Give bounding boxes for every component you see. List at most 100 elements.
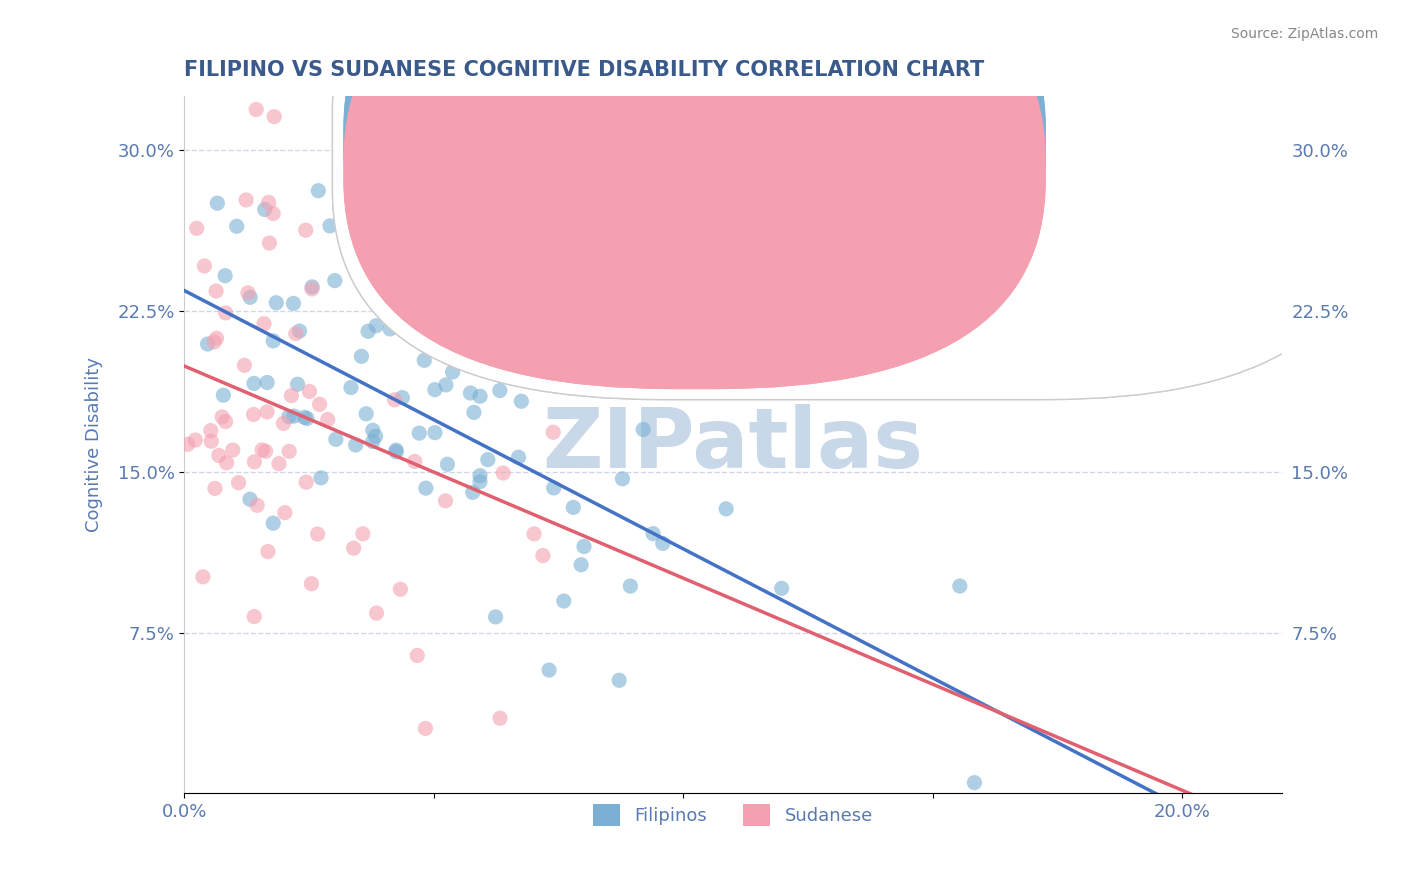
Point	[284, 326, 307, 341]
Point	[254, 444, 277, 458]
Point	[651, 536, 673, 550]
Point	[294, 223, 316, 237]
Point	[553, 594, 575, 608]
Point	[436, 458, 458, 472]
Point	[488, 384, 510, 398]
Point	[391, 258, 413, 272]
Point	[246, 498, 269, 512]
Point	[301, 280, 323, 294]
Point	[543, 481, 565, 495]
Point	[262, 206, 284, 220]
Point	[307, 184, 329, 198]
Point	[385, 443, 408, 458]
Point	[607, 673, 630, 688]
Point	[205, 284, 228, 298]
Point	[200, 424, 222, 438]
Point	[413, 286, 436, 301]
Point	[211, 409, 233, 424]
Point	[389, 582, 412, 597]
Point	[215, 456, 238, 470]
Point	[468, 389, 491, 403]
Point	[531, 549, 554, 563]
Point	[510, 394, 533, 409]
Point	[368, 287, 391, 301]
Point	[492, 466, 515, 480]
Point	[340, 380, 363, 394]
Point	[250, 442, 273, 457]
Point	[207, 196, 229, 211]
Point	[204, 482, 226, 496]
Point	[280, 389, 302, 403]
Point	[562, 500, 585, 515]
FancyBboxPatch shape	[343, 0, 1046, 358]
Point	[391, 391, 413, 405]
Point	[463, 405, 485, 419]
Point	[384, 392, 406, 407]
Point	[468, 475, 491, 489]
Text: R =  0.083   N = 67: R = 0.083 N = 67	[733, 161, 910, 178]
Point	[243, 455, 266, 469]
Point	[245, 103, 267, 117]
Point	[283, 296, 305, 310]
Point	[208, 449, 231, 463]
Point	[484, 610, 506, 624]
Point	[461, 485, 484, 500]
Point	[538, 663, 561, 677]
Point	[477, 452, 499, 467]
Point	[197, 337, 219, 351]
Point	[215, 306, 238, 320]
Point	[253, 202, 276, 217]
Point	[350, 349, 373, 363]
Point	[357, 324, 380, 338]
Point	[256, 376, 278, 390]
Point	[242, 408, 264, 422]
Point	[344, 438, 367, 452]
Point	[283, 409, 305, 424]
Point	[212, 388, 235, 402]
Point	[278, 444, 301, 458]
Point	[415, 722, 437, 736]
Point	[415, 339, 437, 353]
Point	[468, 468, 491, 483]
Point	[309, 471, 332, 485]
Point	[434, 378, 457, 392]
Point	[508, 450, 530, 465]
FancyBboxPatch shape	[332, 0, 1375, 400]
Point	[381, 238, 404, 252]
Point	[233, 359, 256, 373]
Point	[267, 457, 290, 471]
Point	[352, 526, 374, 541]
Point	[295, 475, 318, 490]
Point	[200, 434, 222, 449]
Point	[239, 290, 262, 304]
Point	[378, 322, 401, 336]
Point	[489, 711, 512, 725]
Point	[236, 285, 259, 300]
Point	[243, 609, 266, 624]
Point	[423, 425, 446, 440]
Point	[287, 377, 309, 392]
Point	[264, 295, 287, 310]
Point	[415, 481, 437, 495]
Point	[316, 412, 339, 426]
Point	[214, 415, 236, 429]
Point	[423, 383, 446, 397]
Point	[460, 386, 482, 401]
Point	[612, 472, 634, 486]
Point	[262, 516, 284, 531]
Point	[214, 268, 236, 283]
Point	[641, 526, 664, 541]
Point	[436, 346, 458, 360]
Point	[257, 544, 280, 558]
Point	[385, 444, 408, 458]
Point	[298, 384, 321, 399]
Point	[381, 225, 404, 239]
Point	[193, 259, 215, 273]
Text: ZIPatlas: ZIPatlas	[543, 404, 924, 485]
Point	[550, 365, 572, 379]
Point	[319, 219, 342, 233]
Point	[307, 527, 329, 541]
Point	[235, 193, 257, 207]
Point	[714, 501, 737, 516]
Point	[239, 492, 262, 507]
